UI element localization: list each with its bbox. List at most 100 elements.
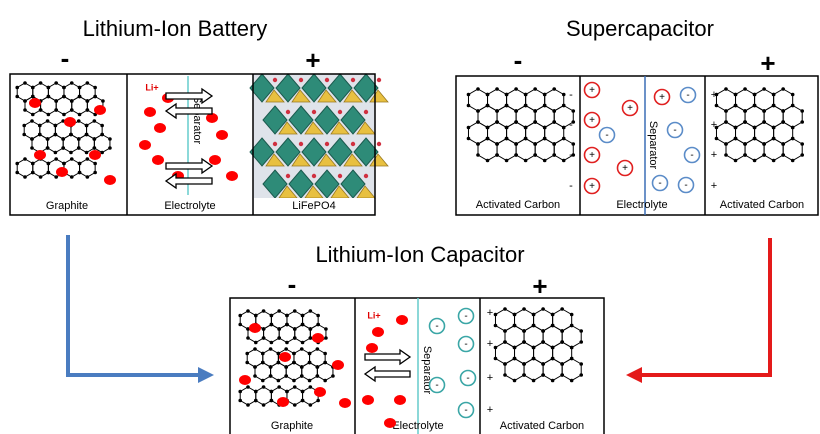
octahedron — [301, 137, 327, 167]
atom — [15, 94, 20, 99]
li-ion — [64, 117, 76, 127]
atom — [277, 327, 281, 331]
atom — [308, 309, 313, 313]
atom — [285, 313, 289, 318]
atom — [714, 125, 719, 130]
atom — [323, 360, 327, 365]
atom — [69, 81, 74, 85]
atom — [561, 125, 566, 130]
atom — [523, 92, 528, 97]
atom — [733, 136, 738, 141]
atom — [493, 312, 498, 317]
atom — [261, 336, 266, 340]
atom — [331, 374, 335, 378]
atom — [253, 347, 257, 351]
atom — [542, 125, 547, 130]
atom — [46, 161, 51, 166]
atom — [316, 398, 320, 403]
atom — [790, 158, 795, 163]
ion — [651, 174, 669, 192]
atom — [300, 389, 305, 394]
surface-charge: + — [711, 149, 717, 161]
red-arrow — [640, 238, 772, 377]
atom — [762, 142, 766, 146]
supercap-negative: - — [514, 45, 523, 75]
atom — [323, 351, 327, 356]
atom — [30, 170, 35, 175]
atom — [238, 322, 243, 327]
atom — [292, 360, 296, 365]
hexagon — [79, 158, 96, 178]
atom — [307, 351, 312, 356]
octahedron — [275, 137, 301, 167]
li-ion — [216, 130, 228, 140]
lic-box — [229, 297, 605, 434]
tetrahedron — [265, 153, 285, 167]
atom — [324, 77, 330, 83]
atom — [277, 385, 281, 389]
atom — [37, 132, 42, 137]
surface-charge: + — [487, 372, 493, 384]
atom — [269, 398, 274, 403]
ion-sign: + — [589, 181, 595, 192]
ion-sign: + — [627, 103, 633, 114]
hexagon — [40, 95, 57, 116]
atom — [512, 356, 517, 361]
atom — [743, 153, 747, 157]
atom — [476, 153, 480, 157]
atom — [108, 137, 112, 141]
atom — [324, 336, 328, 340]
atom — [299, 365, 304, 369]
atom — [62, 161, 66, 166]
supercap-box — [455, 75, 819, 216]
electrolyte-label: Electrolyte — [164, 200, 215, 212]
atom — [253, 340, 258, 345]
li-ion — [384, 418, 396, 428]
atom — [800, 153, 805, 157]
li-ion — [152, 155, 164, 165]
atom — [531, 312, 536, 317]
li-label: Li+ — [367, 310, 380, 320]
atom — [552, 87, 557, 91]
atom — [476, 109, 480, 113]
atom — [752, 92, 757, 97]
atom — [542, 92, 547, 97]
atom — [476, 142, 480, 146]
atom — [69, 150, 73, 155]
li-ion — [226, 171, 238, 181]
atom — [561, 92, 566, 97]
hexagon — [542, 357, 563, 382]
atom — [253, 374, 257, 378]
atom — [523, 125, 528, 130]
atom — [790, 92, 795, 97]
atom — [363, 109, 369, 115]
atom — [30, 112, 35, 117]
atom — [272, 141, 278, 147]
atom — [300, 313, 305, 318]
li-ion — [372, 327, 384, 337]
hexagon — [496, 137, 517, 162]
hexagon — [278, 323, 296, 344]
surface-charge: - — [569, 89, 573, 101]
atom — [77, 161, 82, 166]
octahedron — [288, 105, 314, 135]
atom — [560, 340, 564, 344]
hexagon — [316, 361, 334, 382]
atom — [504, 103, 509, 108]
ion-arrow — [165, 87, 214, 105]
ion-arrow — [363, 365, 411, 383]
atom — [22, 123, 27, 128]
atom — [733, 92, 738, 97]
separator-label: Separator — [647, 121, 659, 170]
crystal — [249, 73, 389, 199]
atom — [100, 132, 104, 137]
atom — [85, 157, 90, 161]
atom — [552, 120, 557, 124]
tetrahedron — [317, 153, 337, 167]
red-arrowhead — [626, 367, 642, 383]
tetrahedron — [265, 89, 285, 103]
hexagon — [93, 133, 111, 154]
atom — [292, 403, 297, 407]
li-ion — [332, 360, 344, 370]
atom — [308, 403, 313, 407]
